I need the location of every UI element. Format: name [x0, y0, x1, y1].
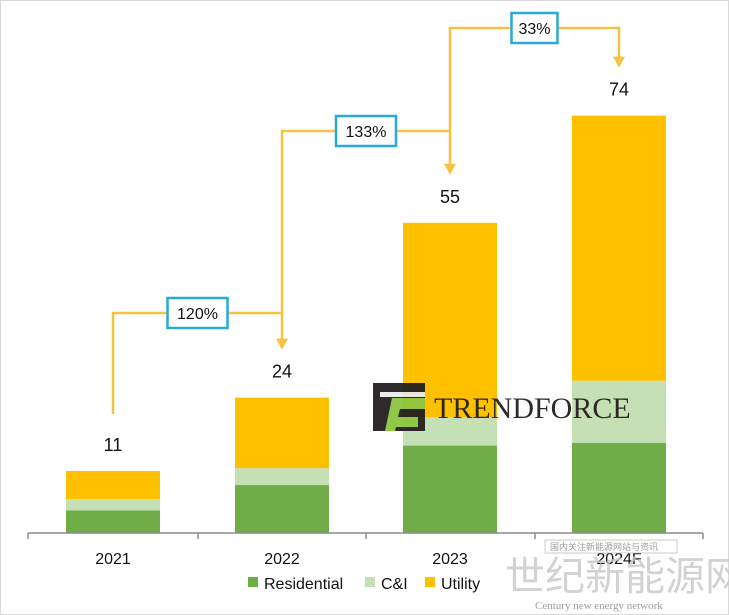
- bar-residential-2021: [66, 510, 160, 533]
- site-tagline-cn: 国内关注新能源网站与资讯: [550, 541, 658, 553]
- growth-arrowhead: [276, 338, 288, 350]
- growth-arrowhead: [613, 56, 625, 68]
- growth-arrow-2023-2024f: 33%: [448, 11, 625, 131]
- growth-label: 120%: [177, 306, 218, 323]
- growth-label: 133%: [346, 124, 387, 141]
- legend-item-ci: C&I: [365, 576, 408, 593]
- total-label-2023: 55: [440, 187, 460, 207]
- trendforce-wordmark: TRENDFORCE: [434, 392, 631, 425]
- total-labels: 11 24 55 74: [104, 80, 629, 455]
- bar-ci-2021: [66, 499, 160, 511]
- x-axis: 2021 2022 2023 2024F: [27, 532, 704, 568]
- total-label-2022: 24: [272, 362, 292, 382]
- legend-label: Residential: [264, 576, 343, 593]
- x-tick-label-2022: 2022: [264, 551, 300, 568]
- legend-swatch: [365, 577, 375, 587]
- legend: Residential C&I Utility: [248, 576, 480, 593]
- bar-ci-2022: [235, 468, 329, 486]
- site-name-cn: 世纪新能源网: [505, 554, 729, 600]
- growth-arrows: 120% 133% 33%: [111, 11, 625, 414]
- bars-layer: [66, 115, 666, 533]
- legend-label: C&I: [381, 576, 408, 593]
- bar-residential-2024f: [572, 442, 666, 533]
- bar-utility-2024f: [572, 115, 666, 381]
- bar-utility-2022: [235, 397, 329, 469]
- growth-arrow-2021-2022: 120%: [111, 296, 288, 414]
- bar-utility-2021: [66, 470, 160, 500]
- growth-label-box: [166, 296, 229, 330]
- bar-residential-2022: [235, 485, 329, 533]
- growth-arrow-2022-2023: 133%: [280, 114, 456, 313]
- total-label-2024f: 74: [609, 80, 629, 100]
- bar-ci-2024f: [572, 380, 666, 443]
- growth-arrowhead: [444, 163, 456, 175]
- x-tick-label-2021: 2021: [95, 551, 131, 568]
- growth-label-box: [510, 11, 559, 45]
- trendforce-logo: TRENDFORCE: [373, 383, 631, 431]
- x-tick-label-2024f: 2024F: [596, 551, 642, 568]
- site-watermark: 国内关注新能源网站与资讯 世纪新能源网 Century new energy n…: [505, 539, 729, 612]
- legend-item-residential: Residential: [248, 576, 343, 593]
- legend-item-utility: Utility: [425, 576, 480, 593]
- x-tick-label-2023: 2023: [432, 551, 468, 568]
- site-name-en: Century new energy network: [535, 600, 663, 612]
- bar-residential-2023: [403, 445, 497, 533]
- legend-swatch: [425, 577, 435, 587]
- legend-label: Utility: [441, 576, 480, 593]
- trendforce-logo-mark: [373, 383, 425, 431]
- legend-swatch: [248, 577, 258, 587]
- total-label-2021: 11: [104, 435, 123, 455]
- growth-label-box: [334, 114, 398, 148]
- growth-label: 33%: [518, 21, 550, 38]
